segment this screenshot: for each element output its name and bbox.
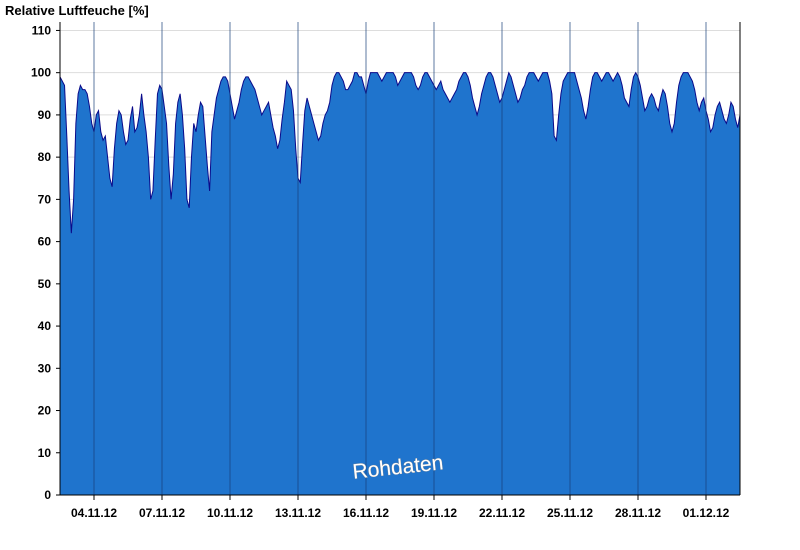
x-tick-label: 04.11.12 [71,506,117,520]
y-tick-label: 20 [38,404,52,418]
y-tick-label: 80 [38,150,52,164]
x-tick-label: 22.11.12 [479,506,525,520]
x-tick-label: 19.11.12 [411,506,457,520]
y-tick-label: 60 [38,235,52,249]
y-tick-label: 70 [38,192,52,206]
y-tick-label: 50 [38,277,52,291]
x-tick-label: 25.11.12 [547,506,593,520]
y-tick-label: 110 [32,23,52,37]
y-tick-label: 10 [38,446,52,460]
x-tick-label: 07.11.12 [139,506,185,520]
chart-title: Relative Luftfeuche [%] [5,3,149,18]
x-tick-label: 13.11.12 [275,506,321,520]
x-tick-label: 01.12.12 [683,506,730,520]
series-line [59,71,741,234]
y-tick-label: 40 [38,319,52,333]
x-tick-label: 28.11.12 [615,506,661,520]
y-tick-label: 90 [38,108,52,122]
x-tick-label: 16.11.12 [343,506,389,520]
y-tick-label: 30 [38,361,52,375]
y-tick-label: 100 [31,66,51,80]
plot-area: 0 10 20 30 40 50 60 70 80 90 100 110 04.11.12 07.11.1… [31,22,741,520]
y-tick-label: 0 [44,488,51,502]
x-tick-label: 10.11.12 [207,506,253,520]
